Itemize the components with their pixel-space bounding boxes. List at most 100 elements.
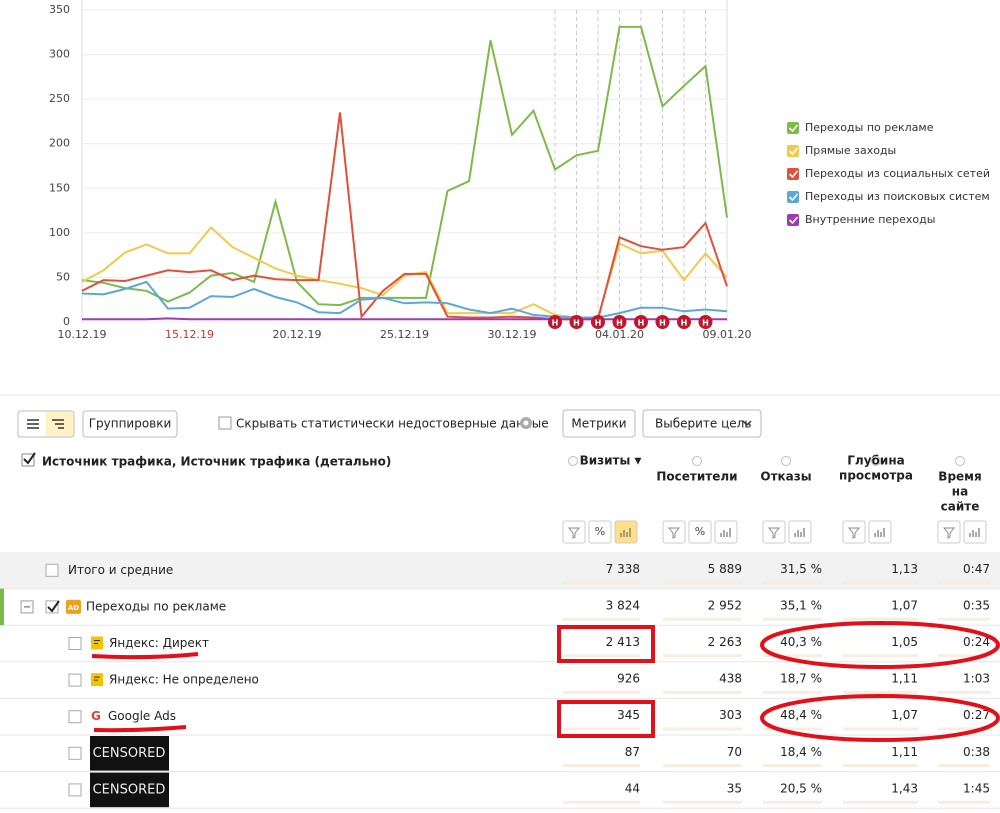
row-label: Google Ads xyxy=(108,709,176,723)
cell-value: 1,11 xyxy=(891,745,918,759)
filter-icon xyxy=(847,527,861,539)
row-checkbox xyxy=(68,746,82,760)
legend-swatch xyxy=(787,145,799,157)
cell-value: 1,11 xyxy=(891,672,918,686)
cell-value: 35,1 % xyxy=(780,598,822,612)
legend-label: Переходы из поисковых систем xyxy=(805,190,990,203)
x-tick-label: 15.12.19 xyxy=(165,328,214,341)
cell-value: 31,5 % xyxy=(780,562,822,576)
direct-icon-lines xyxy=(94,676,100,681)
cell-value: 87 xyxy=(625,745,640,759)
cell-value: 0:35 xyxy=(963,598,990,612)
cell-value: 0:47 xyxy=(963,562,990,576)
sort-marker: ▼ xyxy=(635,457,642,467)
percent-icon: % xyxy=(695,525,705,538)
cell-value: 1,07 xyxy=(891,598,918,612)
column-header: сайте xyxy=(941,500,980,514)
cell-value: 44 xyxy=(625,781,640,795)
y-tick-label: 0 xyxy=(63,315,70,328)
chart-button xyxy=(788,520,812,544)
legend-label: Прямые заходы xyxy=(805,144,896,157)
censor-box xyxy=(90,772,169,808)
toolbar: Группировки Скрывать статистически недос… xyxy=(17,409,762,438)
cell-value: 5 889 xyxy=(708,562,742,576)
cell-value: 70 xyxy=(727,745,742,759)
holiday-label: Н xyxy=(573,319,580,328)
help-icon xyxy=(568,456,578,466)
percent-button xyxy=(588,520,612,544)
y-tick-label: 250 xyxy=(49,92,70,105)
cell-value: 438 xyxy=(719,672,742,686)
y-tick-label: 200 xyxy=(49,137,70,150)
row-label: Яндекс: Директ xyxy=(109,636,209,650)
y-tick-label: 150 xyxy=(49,181,70,194)
legend-swatch xyxy=(787,214,799,226)
cell-value: 1:45 xyxy=(963,781,990,795)
legend-label: Переходы из социальных сетей xyxy=(805,167,990,180)
cell-value: 20,5 % xyxy=(780,781,822,795)
x-tick-label: 10.12.19 xyxy=(58,328,107,341)
cell-value: 2 263 xyxy=(708,635,742,649)
column-header: Визиты xyxy=(580,454,631,468)
highlight-ellipse xyxy=(760,694,1000,742)
groupings-label: Группировки xyxy=(89,417,172,431)
row-accent xyxy=(0,588,4,626)
highlight-box xyxy=(557,625,655,663)
cell-value: 0:38 xyxy=(963,745,990,759)
series-line xyxy=(81,226,728,319)
column-header: Посетители xyxy=(656,470,737,484)
cell-value: 926 xyxy=(617,672,640,686)
chart-icon xyxy=(969,528,980,537)
legend-swatch xyxy=(787,122,799,134)
holiday-label: Н xyxy=(681,319,688,328)
total-row-bg xyxy=(0,552,1000,589)
goal-label: Выберите цель xyxy=(655,417,751,431)
cell-value: 1,43 xyxy=(891,781,918,795)
cell-value: 1,05 xyxy=(891,635,918,649)
legend-check xyxy=(788,124,799,133)
goal-select[interactable] xyxy=(642,409,762,438)
filter-icon xyxy=(767,527,781,539)
row-label: CENSORED xyxy=(93,746,166,761)
help-icon xyxy=(781,456,791,466)
holiday-label: Н xyxy=(595,319,602,328)
chart-button xyxy=(614,520,638,544)
annotations xyxy=(91,621,1000,742)
row-checkbox xyxy=(68,783,82,797)
dropdown-arrow xyxy=(742,420,752,427)
chart: 0 50 100 150 200 250 300 350 10.12.19 15.12.19 20.… xyxy=(49,0,990,341)
groupings-button[interactable] xyxy=(82,410,178,438)
column-header: на xyxy=(952,485,968,499)
google-icon: G xyxy=(91,709,101,723)
filter-icon xyxy=(942,527,956,539)
view-icons xyxy=(27,419,64,429)
highlight-box xyxy=(557,700,655,738)
row-label: Яндекс: Не определено xyxy=(109,673,259,687)
metrics-button[interactable] xyxy=(562,409,636,438)
chart-button xyxy=(963,520,987,544)
cell-value: 18,7 % xyxy=(780,672,822,686)
underline xyxy=(91,652,199,660)
y-tick-label: 50 xyxy=(56,270,70,283)
checkbox[interactable] xyxy=(218,416,232,430)
help-icon xyxy=(871,456,881,466)
holiday-marker xyxy=(677,315,691,329)
legend-label: Переходы по рекламе xyxy=(805,121,934,134)
highlight-ellipse xyxy=(760,621,1000,669)
cell-value: 35 xyxy=(727,781,742,795)
row-label: CENSORED xyxy=(93,782,166,797)
x-tick-label: 30.12.19 xyxy=(488,328,537,341)
x-tick-label: 04.01.20 xyxy=(595,328,644,341)
series-line xyxy=(81,112,728,321)
ad-icon-label: AD xyxy=(68,604,79,612)
holiday-marker xyxy=(591,315,605,329)
row-label: Итого и средние xyxy=(68,563,173,577)
legend-swatch xyxy=(787,168,799,180)
ad-icon xyxy=(66,599,81,614)
filter-button xyxy=(842,520,866,544)
row-label: Переходы по рекламе xyxy=(86,599,226,613)
legend-check xyxy=(788,193,799,202)
legend-label: Внутренние переходы xyxy=(805,213,935,226)
